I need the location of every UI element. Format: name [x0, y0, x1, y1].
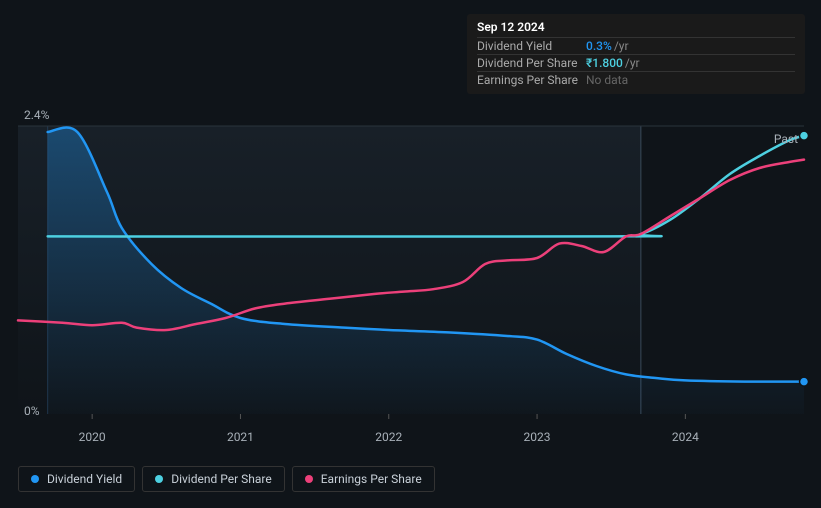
chart-tooltip: Sep 12 2024 Dividend Yield0.3%/yrDividen…: [467, 14, 805, 94]
tooltip-row-label: Earnings Per Share: [477, 73, 586, 87]
legend-item[interactable]: Dividend Yield: [18, 466, 135, 492]
tooltip-row: Dividend Per Share₹1.800/yr: [477, 54, 795, 71]
legend-label: Earnings Per Share: [321, 472, 422, 486]
tooltip-date: Sep 12 2024: [477, 20, 795, 37]
legend-label: Dividend Per Share: [171, 472, 272, 486]
tooltip-row-label: Dividend Yield: [477, 39, 586, 53]
tooltip-row-value: ₹1.800/yr: [586, 56, 640, 70]
legend-label: Dividend Yield: [47, 472, 122, 486]
tooltip-row-value: No data: [586, 73, 628, 87]
past-label: Past: [774, 132, 798, 146]
y-axis-min-label: 0%: [24, 404, 40, 418]
tooltip-row: Earnings Per ShareNo data: [477, 71, 795, 88]
y-axis-max-label: 2.4%: [24, 108, 49, 122]
legend-item[interactable]: Earnings Per Share: [292, 466, 435, 492]
legend-dot-icon: [305, 475, 313, 483]
chart-svg: [18, 108, 804, 424]
x-tick-label: 2022: [375, 430, 402, 444]
chart-plot-area: 2.4% 0% Past: [18, 108, 804, 424]
x-axis: 2020 2021 2022 2023 2024: [18, 430, 804, 450]
legend-item[interactable]: Dividend Per Share: [142, 466, 285, 492]
x-tick-label: 2021: [227, 430, 254, 444]
x-tick-label: 2023: [524, 430, 551, 444]
tooltip-row-label: Dividend Per Share: [477, 56, 586, 70]
x-tick-label: 2020: [79, 430, 106, 444]
x-tick-label: 2024: [672, 430, 699, 444]
tooltip-row: Dividend Yield0.3%/yr: [477, 37, 795, 54]
legend-dot-icon: [155, 475, 163, 483]
tooltip-row-value: 0.3%/yr: [586, 39, 629, 53]
legend-dot-icon: [31, 475, 39, 483]
chart-legend: Dividend Yield Dividend Per Share Earnings…: [18, 466, 435, 492]
